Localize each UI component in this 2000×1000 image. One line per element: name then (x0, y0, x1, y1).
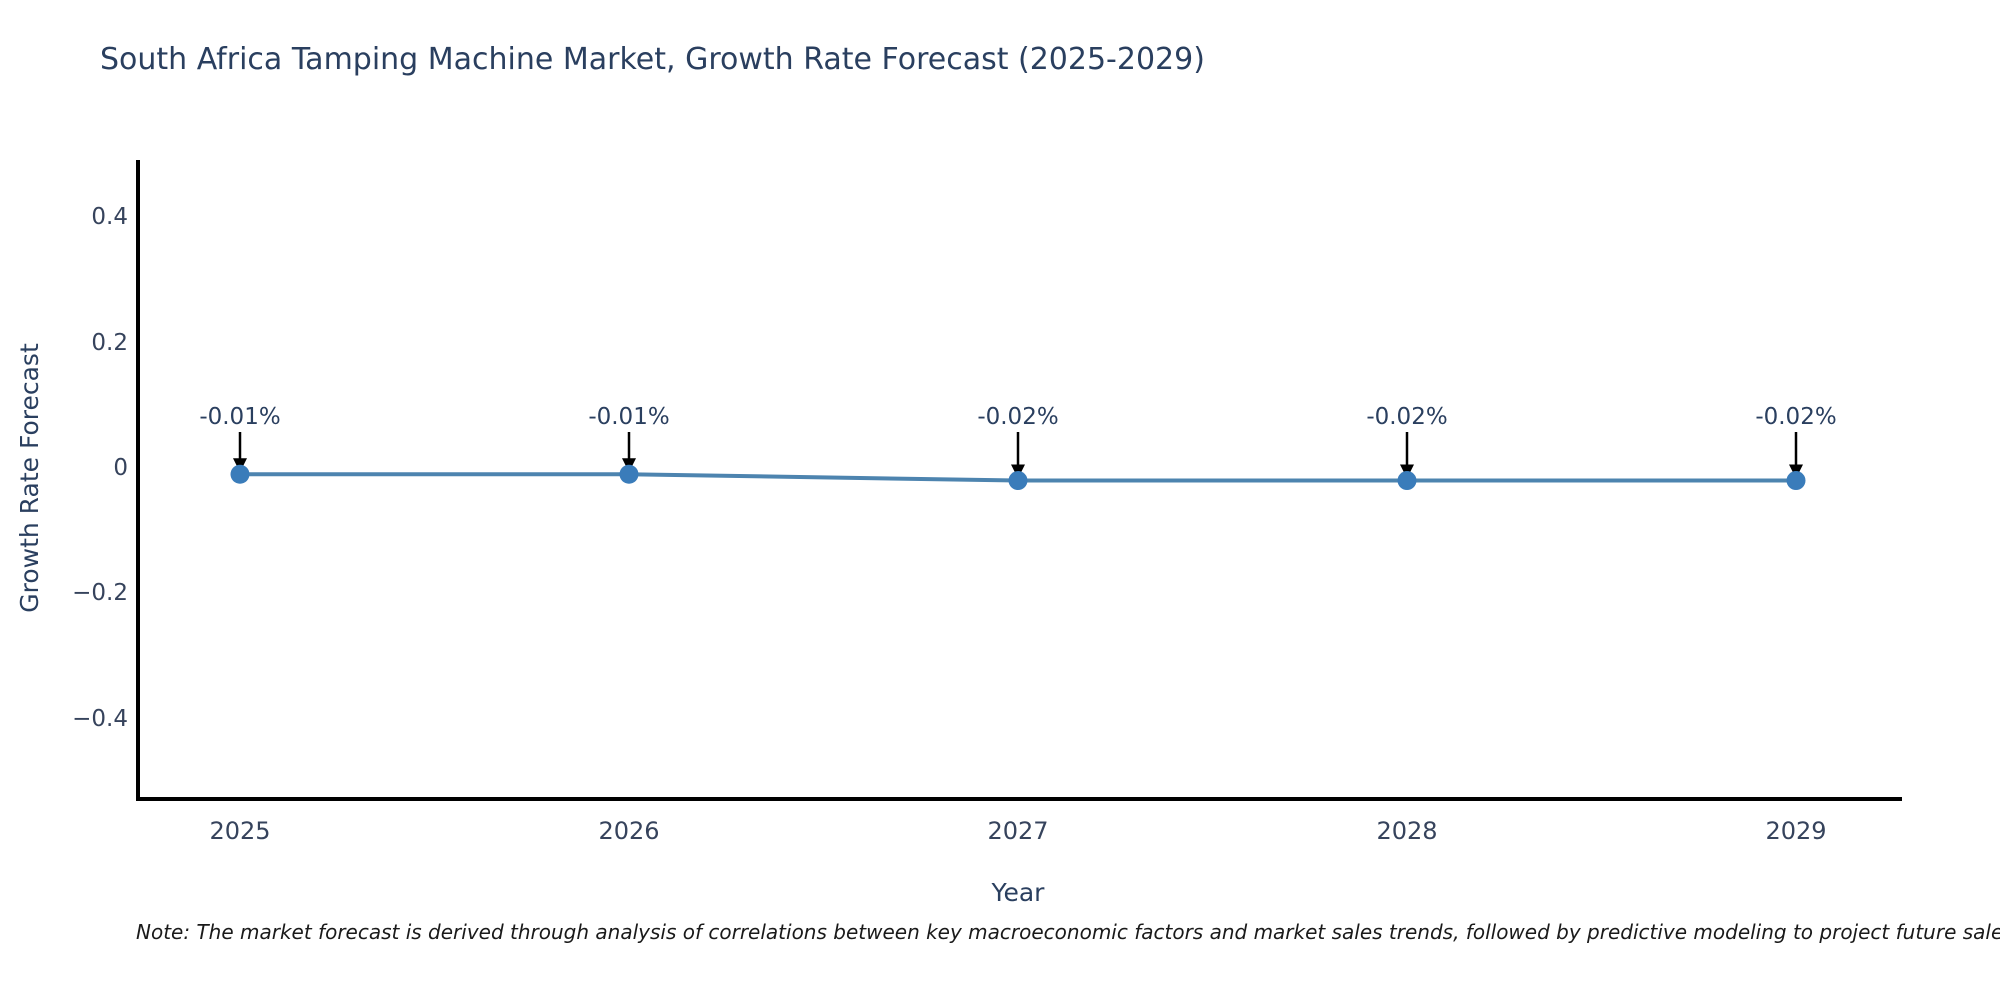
data-point-label: -0.01% (199, 404, 281, 430)
x-axis-title: Year (991, 878, 1045, 907)
y-tick-label: 0.4 (91, 204, 128, 231)
chart-title: South Africa Tamping Machine Market, Gro… (100, 42, 1205, 77)
data-point-label: -0.02% (977, 404, 1059, 430)
y-axis-line (136, 160, 140, 801)
x-tick-label: 2029 (1765, 817, 1827, 845)
data-point-marker (230, 464, 250, 484)
data-point-marker (1008, 471, 1028, 491)
data-point-label: -0.02% (1755, 404, 1837, 430)
x-tick-label: 2028 (1376, 817, 1438, 845)
data-point-marker (1786, 471, 1806, 491)
x-axis-line (136, 797, 1902, 801)
x-tick-label: 2026 (598, 817, 660, 845)
data-point-label: -0.01% (588, 404, 670, 430)
data-point-marker (1397, 471, 1417, 491)
y-tick-label: 0 (113, 455, 128, 481)
x-tick-label: 2025 (209, 817, 271, 845)
y-tick-label: 0.2 (91, 329, 128, 356)
y-tick-label: −0.2 (72, 580, 128, 607)
data-point-label: -0.02% (1366, 404, 1448, 430)
footnote: Note: The market forecast is derived thr… (136, 920, 2000, 944)
x-tick-label: 2027 (987, 817, 1049, 845)
data-point-marker (619, 464, 639, 484)
y-tick-label: −0.4 (72, 705, 128, 732)
